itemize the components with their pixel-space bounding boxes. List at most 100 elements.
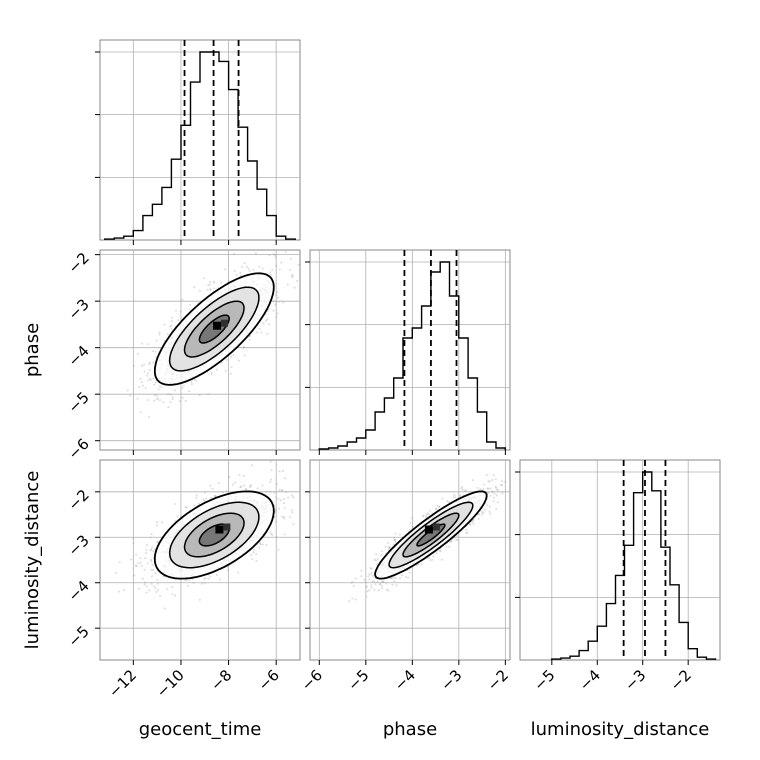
- sample-point: [274, 509, 277, 512]
- sample-point: [267, 323, 270, 326]
- sample-point: [184, 506, 187, 509]
- sample-point: [478, 513, 480, 516]
- sample-point: [143, 568, 146, 571]
- sample-point: [248, 338, 251, 341]
- sample-point: [272, 309, 275, 312]
- sample-point: [275, 264, 278, 267]
- sample-point: [145, 591, 148, 594]
- sample-point: [469, 523, 472, 526]
- sample-point: [487, 487, 490, 490]
- sample-point: [270, 478, 273, 481]
- sample-point: [411, 517, 414, 520]
- sample-point: [421, 563, 423, 566]
- sample-point: [281, 489, 284, 492]
- sample-point: [425, 515, 428, 518]
- x-tick-label: −3: [621, 666, 649, 694]
- sample-point: [181, 387, 184, 389]
- sample-point: [130, 558, 133, 561]
- sample-point: [238, 473, 241, 476]
- density-peak: [424, 525, 433, 534]
- histogram-step-line: [104, 51, 296, 240]
- x-tick-label: −12: [105, 666, 140, 701]
- sample-point: [155, 394, 158, 397]
- sample-point: [198, 598, 201, 601]
- sample-point: [456, 535, 459, 538]
- sample-point: [368, 578, 371, 581]
- sample-point: [289, 516, 291, 519]
- sample-point: [394, 532, 397, 535]
- sample-point: [417, 563, 420, 566]
- sample-point: [267, 308, 270, 311]
- sample-point: [179, 310, 182, 313]
- sample-point: [464, 489, 467, 492]
- sample-point: [191, 383, 193, 386]
- sample-point: [367, 575, 370, 578]
- density-peak: [213, 321, 221, 330]
- sample-point: [265, 544, 268, 546]
- sample-point: [479, 488, 482, 491]
- sample-point: [141, 384, 144, 387]
- sample-point: [155, 591, 158, 593]
- sample-point: [193, 378, 196, 381]
- sample-point: [471, 520, 474, 523]
- sample-point: [452, 496, 455, 499]
- sample-point: [481, 510, 484, 513]
- sample-point: [456, 538, 459, 541]
- density-peak: [432, 523, 440, 531]
- sample-point: [210, 371, 213, 374]
- sample-point: [455, 539, 458, 541]
- sample-point: [429, 559, 432, 562]
- sample-point: [163, 323, 166, 326]
- sample-point: [129, 394, 132, 397]
- sample-point: [363, 578, 366, 581]
- sample-point: [393, 536, 396, 539]
- panel-2d-phase-vs-luminosity-distance: [309, 459, 511, 661]
- sample-point: [140, 565, 143, 567]
- sample-point: [287, 496, 290, 499]
- sample-point: [249, 484, 252, 486]
- sample-point: [230, 372, 232, 375]
- sample-point: [150, 533, 153, 536]
- panel-hist-luminosity-distance: [519, 459, 721, 661]
- sample-point: [226, 569, 229, 572]
- sample-point: [255, 559, 258, 562]
- sample-point: [261, 484, 264, 487]
- sample-point: [495, 486, 497, 489]
- sample-point: [174, 389, 177, 392]
- sample-point: [137, 562, 140, 565]
- sample-point: [215, 574, 218, 576]
- sample-point: [488, 510, 491, 513]
- sample-point: [277, 498, 280, 500]
- sample-point: [276, 291, 279, 294]
- sample-point: [291, 494, 294, 497]
- sample-point: [139, 411, 142, 414]
- sample-point: [253, 548, 256, 551]
- sample-point: [213, 494, 216, 497]
- sample-point: [293, 286, 296, 289]
- panel-2d-geocent-time-vs-luminosity-distance: [99, 459, 301, 661]
- sample-point: [371, 580, 374, 583]
- sample-point: [159, 595, 162, 597]
- sample-point: [278, 489, 281, 492]
- sample-point: [258, 542, 261, 545]
- sample-point: [426, 513, 428, 516]
- sample-point: [252, 551, 255, 554]
- sample-point: [171, 320, 173, 323]
- sample-point: [167, 393, 170, 396]
- sample-point: [284, 477, 287, 480]
- sample-point: [149, 549, 152, 552]
- sample-point: [275, 535, 278, 538]
- sample-point: [407, 576, 410, 579]
- sample-point: [370, 584, 373, 587]
- sample-point: [221, 491, 224, 494]
- sample-point: [195, 494, 198, 497]
- sample-point: [369, 567, 372, 569]
- sample-point: [286, 283, 289, 286]
- x-tick-label: −6: [298, 666, 326, 694]
- sample-point: [171, 316, 174, 319]
- sample-point: [239, 271, 242, 274]
- sample-point: [301, 283, 303, 285]
- sample-point: [273, 491, 276, 494]
- sample-point: [482, 487, 485, 490]
- sample-point: [225, 489, 228, 492]
